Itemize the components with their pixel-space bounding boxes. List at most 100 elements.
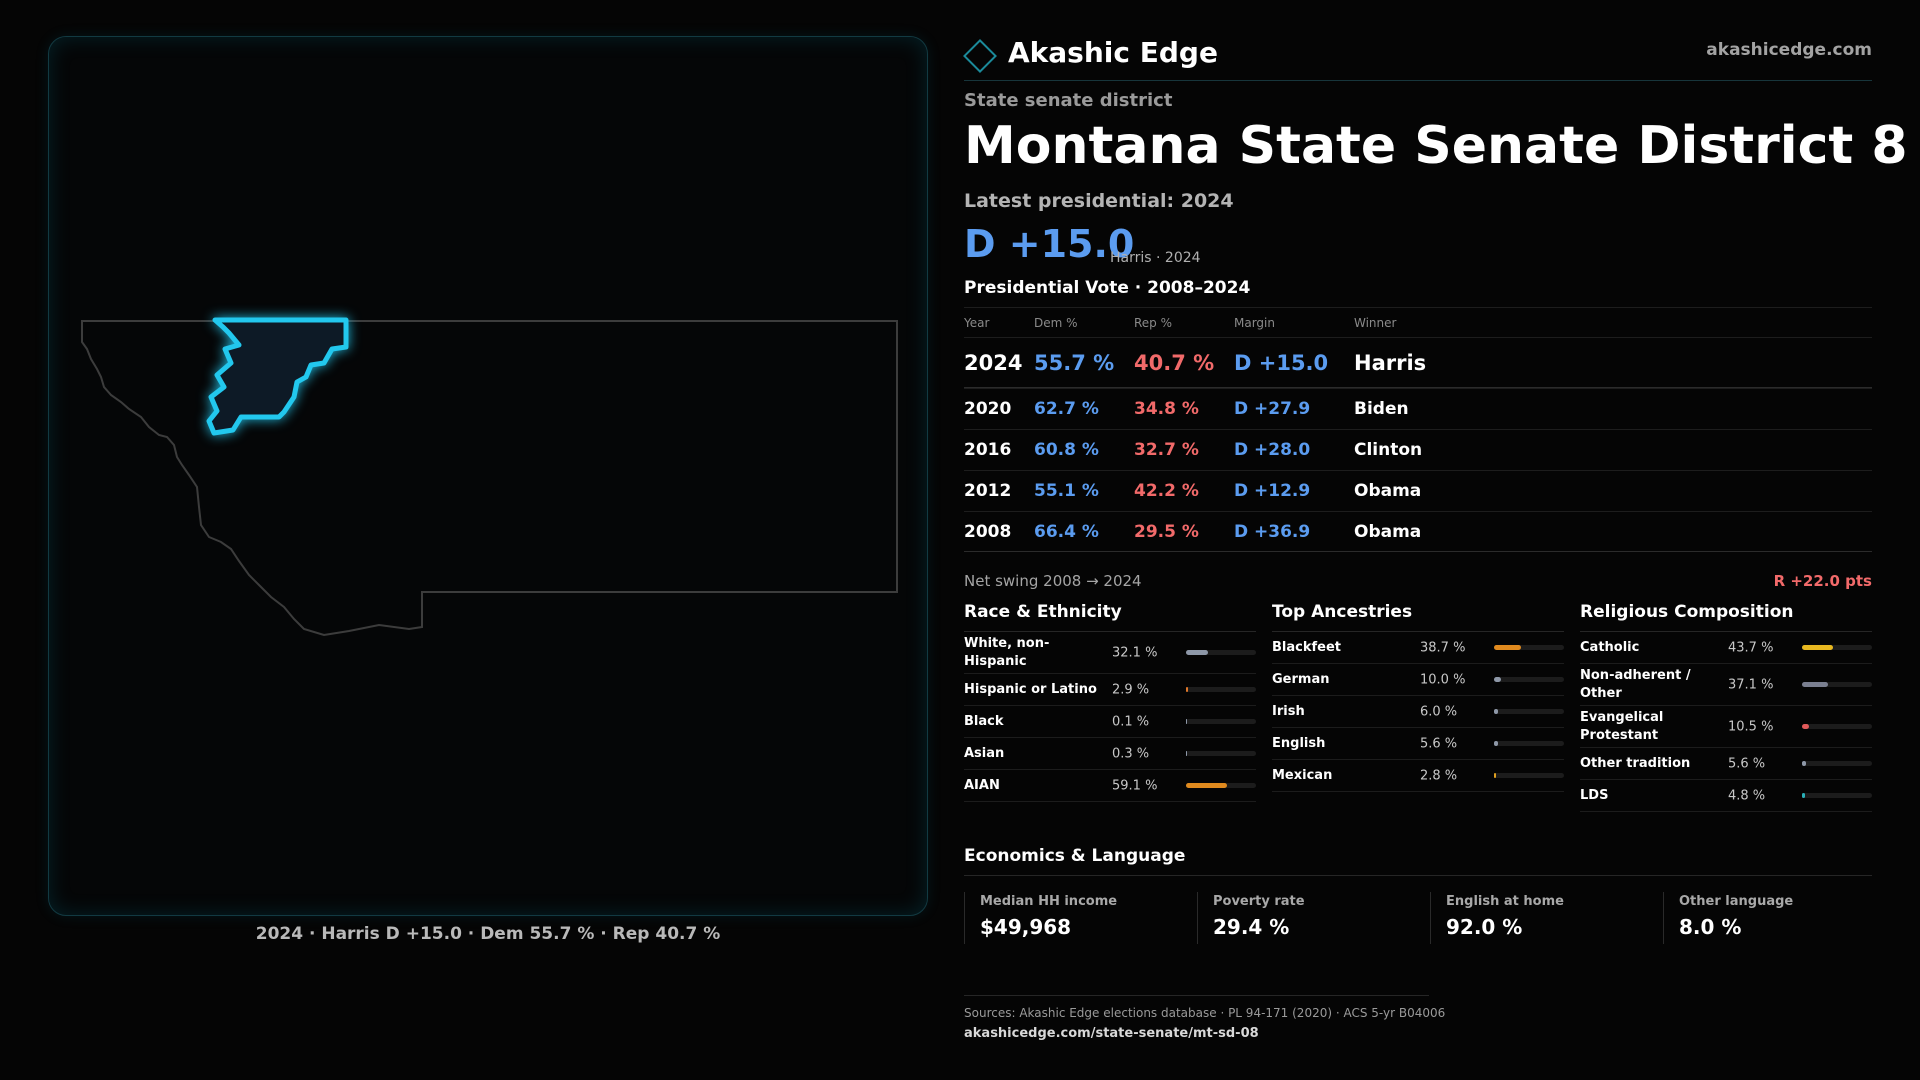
cell-rep: 32.7 %: [1134, 440, 1199, 460]
stat-row: Hispanic or Latino 2.9 %: [964, 674, 1256, 706]
district-type: State senate district: [964, 90, 1173, 111]
cell-dem: 55.1 %: [1034, 481, 1099, 501]
header-year: Year: [964, 315, 990, 330]
econ-value: 92.0 %: [1446, 915, 1523, 939]
stat-bar-fill: [1186, 649, 1209, 655]
cell-margin: D +36.9: [1234, 521, 1311, 542]
stat-bar: [1186, 718, 1256, 724]
headline-sub: Harris · 2024: [1110, 250, 1201, 266]
stat-percent: 5.6 %: [1728, 756, 1766, 771]
stat-label: Hispanic or Latino: [964, 681, 1097, 697]
header-winner: Winner: [1354, 315, 1397, 330]
econ-label: English at home: [1446, 894, 1564, 909]
page-title: Montana State Senate District 8: [964, 116, 1908, 176]
header-rep: Rep %: [1134, 315, 1173, 330]
cell-winner: Clinton: [1354, 440, 1423, 460]
vote-table-title: Presidential Vote · 2008–2024: [964, 278, 1251, 298]
economics-grid: Median HH income $49,968 Poverty rate 29…: [964, 892, 1872, 944]
ancestries-section: Top Ancestries Blackfeet 38.7 % German 1…: [1272, 602, 1564, 792]
econ-label: Median HH income: [980, 894, 1118, 909]
table-row: 2016 60.8 % 32.7 % D +28.0 Clinton: [964, 429, 1872, 470]
stat-percent: 6.0 %: [1420, 704, 1458, 719]
economics-title: Economics & Language: [964, 846, 1872, 876]
cell-rep: 42.2 %: [1134, 481, 1199, 501]
header-dem: Dem %: [1034, 315, 1078, 330]
religion-section: Religious Composition Catholic 43.7 % No…: [1580, 602, 1872, 812]
stat-label: White, non-Hispanic: [964, 635, 1050, 669]
cell-rep: 40.7 %: [1134, 350, 1215, 375]
stat-row: White, non-Hispanic 32.1 %: [964, 632, 1256, 674]
table-row: 2024 55.7 % 40.7 % D +15.0 Harris: [964, 337, 1872, 388]
stat-row: Asian 0.3 %: [964, 738, 1256, 770]
cell-margin: D +15.0: [1234, 350, 1329, 375]
stat-bar: [1802, 681, 1872, 687]
stat-bar: [1186, 782, 1256, 788]
sources-divider: [964, 995, 1429, 996]
stat-row: Other tradition 5.6 %: [1580, 748, 1872, 780]
stat-bar-fill: [1494, 740, 1498, 746]
econ-value: $49,968: [980, 915, 1072, 939]
source-link[interactable]: akashicedge.com/state-senate/mt-sd-08: [964, 1026, 1259, 1041]
stat-label: German: [1272, 671, 1330, 687]
stat-bar: [1494, 772, 1564, 778]
econ-median-income: Median HH income $49,968: [964, 892, 1189, 944]
stat-label: Irish: [1272, 703, 1305, 719]
cell-dem: 55.7 %: [1034, 350, 1115, 375]
stat-percent: 37.1 %: [1728, 677, 1774, 692]
stat-percent: 10.5 %: [1728, 719, 1774, 734]
cell-winner: Biden: [1354, 399, 1409, 419]
stat-percent: 32.1 %: [1112, 645, 1158, 660]
stat-bar-fill: [1494, 676, 1501, 682]
stat-label: Catholic: [1580, 639, 1640, 655]
cell-year: 2020: [964, 399, 1012, 419]
brand[interactable]: Akashic Edge: [963, 32, 1218, 73]
stat-label: Other tradition: [1580, 755, 1691, 771]
stat-row: AIAN 59.1 %: [964, 770, 1256, 802]
cell-rep: 29.5 %: [1134, 521, 1199, 542]
section-title: Race & Ethnicity: [964, 602, 1256, 632]
map-caption: 2024 · Harris D +15.0 · Dem 55.7 % · Rep…: [255, 924, 721, 944]
header-margin: Margin: [1234, 315, 1275, 330]
cell-margin: D +12.9: [1234, 481, 1311, 501]
cell-dem: 66.4 %: [1034, 521, 1099, 542]
table-row: 2012 55.1 % 42.2 % D +12.9 Obama: [964, 470, 1872, 511]
stat-bar: [1494, 644, 1564, 650]
stat-bar: [1802, 723, 1872, 729]
stat-row: LDS 4.8 %: [1580, 780, 1872, 812]
site-link[interactable]: akashicedge.com: [1706, 40, 1872, 60]
cell-margin: D +27.9: [1234, 399, 1311, 419]
stat-label: AIAN: [964, 777, 1000, 793]
stat-row: Black 0.1 %: [964, 706, 1256, 738]
section-title: Top Ancestries: [1272, 602, 1564, 632]
sources-text: Sources: Akashic Edge elections database…: [964, 1006, 1446, 1020]
stat-percent: 38.7 %: [1420, 640, 1466, 655]
stat-bar-fill: [1802, 723, 1810, 729]
econ-other-language: Other language 8.0 %: [1663, 892, 1872, 944]
brand-name: Akashic Edge: [1008, 35, 1218, 69]
econ-label: Poverty rate: [1213, 894, 1305, 909]
cell-year: 2024: [964, 350, 1023, 375]
econ-poverty-rate: Poverty rate 29.4 %: [1197, 892, 1422, 944]
stat-bar-fill: [1802, 644, 1833, 650]
stat-percent: 4.8 %: [1728, 788, 1766, 803]
stat-percent: 59.1 %: [1112, 778, 1158, 793]
stat-percent: 2.9 %: [1112, 682, 1150, 697]
cell-dem: 62.7 %: [1034, 399, 1099, 419]
stat-bar: [1186, 649, 1256, 655]
table-row: 2008 66.4 % 29.5 % D +36.9 Obama: [964, 511, 1872, 552]
econ-label: Other language: [1679, 894, 1794, 909]
econ-value: 29.4 %: [1213, 915, 1290, 939]
stat-bar: [1802, 644, 1872, 650]
latest-presidential-label: Latest presidential: 2024: [964, 190, 1234, 212]
cell-year: 2012: [964, 481, 1012, 501]
race-ethnicity-section: Race & Ethnicity White, non-Hispanic 32.…: [964, 602, 1256, 802]
stat-percent: 43.7 %: [1728, 640, 1774, 655]
stat-percent: 5.6 %: [1420, 736, 1458, 751]
district-8-shape[interactable]: [206, 317, 349, 436]
stat-bar-fill: [1802, 792, 1806, 798]
stat-bar-fill: [1186, 686, 1189, 692]
table-row: 2020 62.7 % 34.8 % D +27.9 Biden: [964, 388, 1872, 429]
district-map[interactable]: [49, 37, 929, 917]
stat-bar: [1494, 708, 1564, 714]
map-panel[interactable]: [48, 36, 928, 916]
